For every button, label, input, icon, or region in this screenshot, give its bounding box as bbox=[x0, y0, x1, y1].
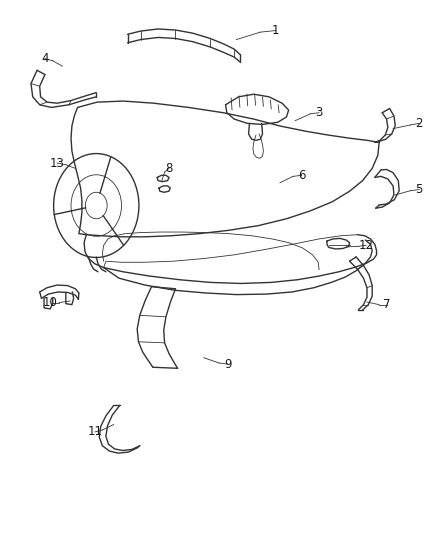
Text: 5: 5 bbox=[416, 183, 423, 196]
Text: 11: 11 bbox=[88, 425, 102, 439]
Text: 2: 2 bbox=[416, 117, 423, 130]
Text: 12: 12 bbox=[359, 239, 374, 252]
Text: 7: 7 bbox=[383, 298, 390, 311]
Text: 10: 10 bbox=[43, 296, 58, 309]
Text: 13: 13 bbox=[49, 157, 64, 169]
Text: 1: 1 bbox=[272, 24, 279, 37]
Text: 8: 8 bbox=[165, 162, 173, 175]
Text: 3: 3 bbox=[315, 106, 323, 119]
Text: 6: 6 bbox=[298, 169, 305, 182]
Text: 4: 4 bbox=[41, 52, 49, 65]
Text: 9: 9 bbox=[224, 358, 231, 370]
